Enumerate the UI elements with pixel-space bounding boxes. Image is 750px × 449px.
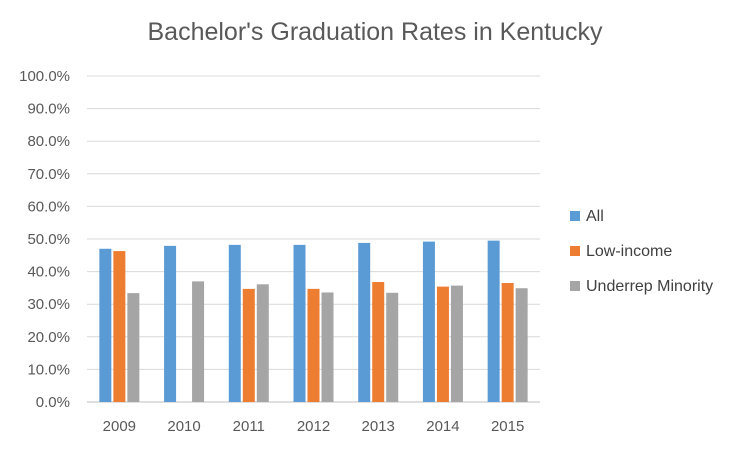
x-axis-ticks: 2009 2010 2011 2012 2013 2014 2015 [103,418,525,435]
legend-label: Underrep Minority [586,278,713,295]
bar-low-income-2012 [307,288,320,402]
bar-underrep-minority-2009 [127,293,140,402]
bar-underrep-minority-2015 [515,288,528,402]
x-tick-label: 2014 [426,418,459,435]
bar-underrep-minority-2013 [386,292,399,402]
y-tick-label: 20.0% [27,329,70,346]
bar-all-2010 [164,245,177,402]
bar-all-2015 [487,240,500,402]
bar-low-income-2011 [242,288,255,402]
legend-swatch [570,246,580,256]
bar-low-income-2013 [372,282,385,402]
bar-all-2011 [228,244,241,402]
bar-all-2012 [293,244,306,402]
y-tick-label: 50.0% [27,231,70,248]
bar-all-2009 [99,248,112,402]
legend-label: All [586,208,604,225]
bar-all-2013 [358,242,371,402]
bar-low-income-2009 [113,251,126,402]
bars [99,240,528,402]
legend-swatch [570,281,580,291]
x-tick-label: 2009 [103,418,136,435]
x-tick-label: 2015 [491,418,524,435]
chart-title: Bachelor's Graduation Rates in Kentucky [147,18,603,46]
y-tick-label: 0.0% [36,394,70,411]
x-tick-label: 2013 [362,418,395,435]
bar-underrep-minority-2014 [450,285,463,402]
legend-label: Low-income [586,243,672,260]
bar-low-income-2014 [436,286,449,402]
bar-low-income-2015 [501,283,514,402]
y-tick-label: 10.0% [27,361,70,378]
x-tick-label: 2012 [297,418,330,435]
x-tick-label: 2010 [167,418,200,435]
bar-underrep-minority-2012 [321,292,334,402]
x-tick-label: 2011 [233,418,265,435]
y-tick-label: 80.0% [27,133,70,150]
bar-all-2014 [422,241,435,402]
y-tick-label: 30.0% [27,296,70,313]
legend-swatch [570,211,580,221]
y-tick-label: 100.0% [19,68,70,85]
legend: All Low-income Underrep Minority [570,208,713,295]
bar-underrep-minority-2010 [192,281,205,402]
y-tick-label: 70.0% [27,166,70,183]
y-axis-ticks: 0.0% 10.0% 20.0% 30.0% 40.0% 50.0% 60.0% 70.0% 8… [19,68,70,411]
y-tick-label: 90.0% [27,101,70,118]
y-tick-label: 40.0% [27,264,70,281]
bar-underrep-minority-2011 [256,284,269,402]
y-tick-label: 60.0% [27,198,70,215]
